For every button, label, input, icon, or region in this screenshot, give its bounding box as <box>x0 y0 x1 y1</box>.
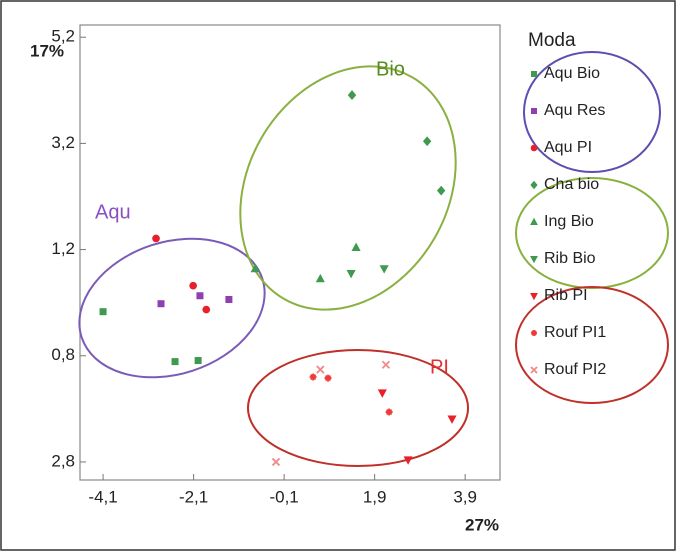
y-axis-label: 17% <box>30 41 64 60</box>
legend-swatch <box>530 180 538 190</box>
point <box>99 308 107 316</box>
point <box>436 185 446 196</box>
point <box>196 292 204 300</box>
legend-swatch <box>531 108 537 114</box>
group-ellipse <box>78 237 266 379</box>
x-tick-label: -0,1 <box>269 487 298 506</box>
legend-ellipse <box>523 51 661 173</box>
point <box>351 242 361 251</box>
point <box>447 415 457 424</box>
legend-label: Rib PI <box>544 287 588 304</box>
point <box>309 373 317 381</box>
plot-frame <box>79 24 501 481</box>
point <box>202 305 211 314</box>
point <box>315 273 325 283</box>
group-ellipse <box>247 349 469 467</box>
annotation: Aqu <box>95 201 131 223</box>
legend-ellipse <box>515 286 669 404</box>
x-tick-label: -4,1 <box>88 487 117 506</box>
y-tick-label: 5,2 <box>51 27 75 46</box>
y-tick-label: 3,2 <box>51 133 75 152</box>
group-ellipse <box>239 65 457 311</box>
legend-label: Cha bio <box>544 176 599 193</box>
legend-swatch <box>530 256 538 264</box>
legend-swatch <box>530 366 538 374</box>
annotation: Bio <box>376 58 405 80</box>
annotation: PI <box>430 356 449 378</box>
point <box>157 300 165 308</box>
y-tick-label: 2,8 <box>51 451 75 470</box>
point <box>377 389 387 398</box>
point <box>346 269 356 279</box>
point <box>189 281 197 290</box>
point <box>381 360 391 369</box>
x-tick-label: -2,1 <box>179 487 208 506</box>
legend-label: Rouf PI1 <box>544 324 606 341</box>
legend-label: Ing Bio <box>544 213 594 230</box>
x-tick-label: 1,9 <box>363 487 387 506</box>
y-tick-label: 0,8 <box>51 345 75 364</box>
point <box>403 456 413 465</box>
point <box>316 365 325 374</box>
point <box>225 295 233 303</box>
point <box>271 457 281 467</box>
legend-swatch <box>530 293 538 301</box>
legend-swatch <box>530 217 538 225</box>
point <box>385 408 393 416</box>
y-tick-label: 1,2 <box>51 239 75 258</box>
legend-title: Moda <box>528 30 576 51</box>
legend-label: Rouf PI2 <box>544 361 606 378</box>
x-axis-label: 27% <box>465 515 499 534</box>
legend-swatch <box>531 71 537 77</box>
legend-label: Aqu Res <box>544 102 605 119</box>
legend-label: Aqu PI <box>544 139 592 156</box>
point <box>171 358 179 366</box>
point <box>347 90 357 100</box>
legend-label: Rib Bio <box>544 250 596 267</box>
legend-swatch <box>530 144 538 152</box>
point <box>152 234 160 243</box>
point <box>194 357 202 365</box>
point <box>379 265 389 274</box>
legend-swatch <box>531 330 537 336</box>
legend-label: Aqu Bio <box>544 65 600 82</box>
point <box>324 374 332 382</box>
point <box>422 136 432 147</box>
point <box>250 263 260 273</box>
x-tick-label: 3,9 <box>453 487 477 506</box>
